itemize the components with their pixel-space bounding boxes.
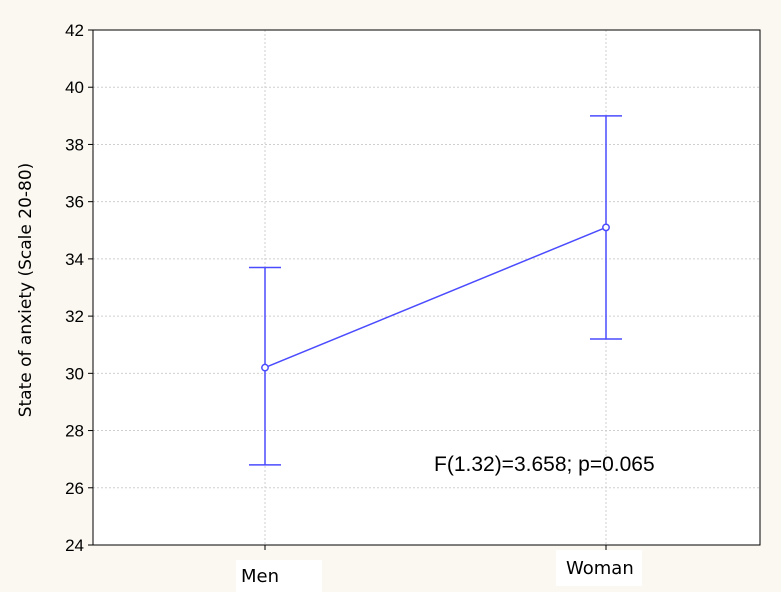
y-tick-label: 40 [65, 78, 84, 97]
statistics-annotation: F(1.32)=3.658; p=0.065 [434, 453, 655, 476]
y-tick-label: 26 [65, 479, 84, 498]
x-tick-box-men: Men [236, 560, 322, 592]
series-line [264, 226, 607, 369]
data-point-woman [602, 223, 610, 232]
x-tick-box-woman: Woman [556, 550, 642, 586]
data-point-men [261, 363, 269, 372]
y-tick-label: 38 [65, 135, 84, 154]
x-tick-label-woman: Woman [566, 558, 634, 579]
x-tick-label-men: Men [241, 566, 280, 587]
y-tick-label: 24 [65, 536, 84, 555]
plot-frame [92, 29, 761, 546]
y-tick-label: 42 [65, 21, 84, 40]
y-tick-label: 36 [65, 193, 84, 212]
y-tick-label: 34 [65, 250, 84, 269]
y-tick-label: 30 [65, 364, 84, 383]
y-tick-label: 28 [65, 422, 84, 441]
y-axis-label-text: State of anxiety (Scale 20-80) [16, 162, 36, 418]
plot-area [93, 30, 760, 545]
y-tick-label: 32 [65, 307, 84, 326]
